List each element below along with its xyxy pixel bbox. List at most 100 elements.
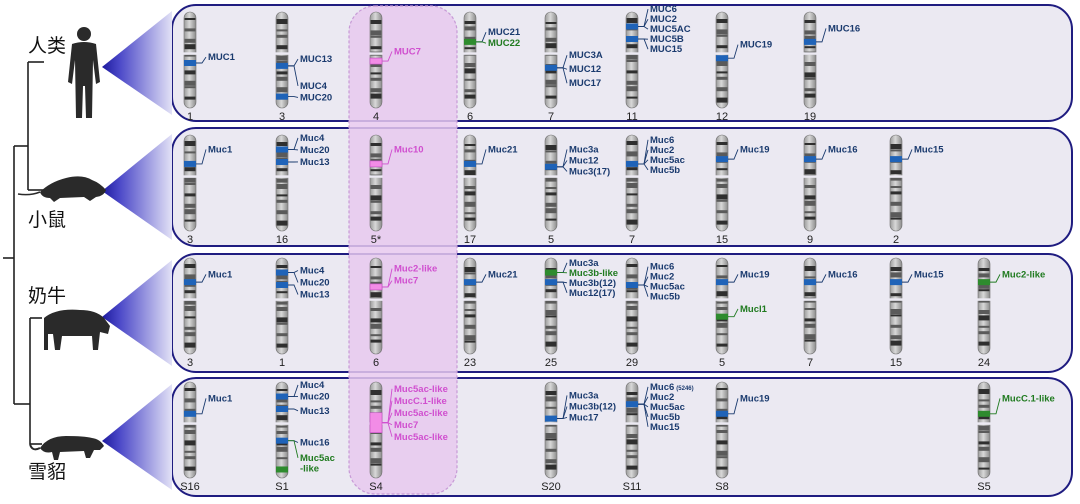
chromosome-stripe — [716, 194, 728, 200]
gene-connector — [288, 65, 299, 87]
chromosome-stripe — [184, 440, 196, 446]
chromosome-stripe — [978, 299, 990, 303]
gene-label: Muc19 — [740, 269, 770, 280]
chromosome-label: S5 — [977, 481, 990, 493]
chromosome-stripe — [370, 93, 382, 99]
chromosome-stripe — [804, 35, 816, 41]
ferret-silhouette-icon — [29, 436, 104, 460]
gene-label: Muc1 — [208, 144, 233, 155]
chromosome-stripe — [804, 20, 816, 23]
chromosome-stripe — [370, 339, 382, 343]
gene-connector — [638, 38, 649, 50]
chromosome-stripe — [626, 290, 638, 293]
chromosome-2-0: 3 Muc1 — [183, 257, 233, 369]
chromosome-stripe — [716, 29, 728, 35]
chromosome-label: 1 — [187, 111, 193, 123]
chromosome-stripe — [545, 396, 557, 402]
gene-label: Muc10 — [394, 144, 424, 155]
centromere — [625, 175, 639, 178]
chromosome-stripe — [716, 440, 728, 445]
chromosome-stripe — [184, 141, 196, 146]
gene-label: Muc20 — [300, 391, 330, 402]
chromosome-stripe — [626, 96, 638, 99]
chromosome-stripe — [276, 157, 288, 160]
chromosome-stripe — [184, 28, 196, 32]
chromosome-label: 23 — [464, 357, 476, 369]
marker-band-blue — [184, 410, 196, 417]
chromosome-stripe — [890, 186, 902, 188]
chromosome-stripe — [716, 301, 728, 304]
marker-band-blue — [276, 406, 288, 412]
chromosome-stripe — [978, 273, 990, 278]
chromosome-stripe — [545, 406, 557, 409]
chromosome-stripe — [184, 398, 196, 403]
gene-label: MUC16 — [828, 23, 860, 34]
gene-label: MUC5AC — [650, 24, 691, 35]
gene-label: MUC5B — [650, 34, 684, 45]
chromosome-stripe — [370, 200, 382, 203]
chromosome-stripe — [626, 219, 638, 225]
marker-band-blue — [626, 160, 638, 167]
gene-label: Muc1 — [208, 393, 233, 404]
gene-connector — [816, 28, 827, 43]
gene-connector — [288, 408, 299, 412]
chromosome-body — [463, 134, 477, 232]
chromosome-stripe — [545, 391, 557, 395]
chromosome-stripe — [464, 335, 476, 341]
chromosome-stripe — [184, 219, 196, 222]
chromosome-stripe — [890, 314, 902, 317]
chromosome-stripe — [626, 397, 638, 402]
chromosome-stripe — [626, 300, 638, 304]
chromosome-stripe — [626, 167, 638, 171]
chromosome-2-9: 24 Muc2-like — [977, 257, 1045, 369]
chromosome-stripe — [184, 44, 196, 50]
chromosome-stripe — [804, 276, 816, 279]
gene-label: Muc21 — [488, 144, 518, 155]
chromosome-stripe — [804, 77, 816, 80]
gene-connector — [288, 284, 299, 295]
chromosome-stripe — [276, 457, 288, 460]
chromosome-stripe — [978, 399, 990, 402]
chromosome-label: S16 — [180, 481, 200, 493]
marker-band-green — [716, 313, 728, 320]
chromosome-stripe — [804, 143, 816, 145]
centromere — [463, 298, 477, 301]
chromosome-stripe — [276, 265, 288, 268]
gene-label: Muc13 — [300, 406, 330, 417]
centromere — [715, 175, 729, 178]
chromosome-label: 7 — [548, 111, 554, 123]
gene-connector — [196, 56, 207, 64]
gene-label: Muc5ac-like — [394, 384, 448, 395]
chromosome-stripe — [626, 413, 638, 416]
chromosome-body — [625, 381, 639, 479]
chromosome-stripe — [276, 275, 288, 280]
chromosome-stripe — [184, 456, 196, 460]
chromosome-label: 7 — [629, 234, 635, 246]
gene-label: Muc6 (5246) — [650, 382, 694, 393]
chromosome-stripe — [626, 54, 638, 60]
chromosome-stripe — [716, 424, 728, 427]
chromosome-stripe — [545, 192, 557, 196]
gene-connector — [288, 272, 299, 283]
chromosome-stripe — [464, 63, 476, 67]
centromere — [369, 175, 383, 178]
chromosome-label: 19 — [804, 111, 816, 123]
chromosome-stripe — [370, 20, 382, 24]
chromosome-stripe — [184, 264, 196, 268]
chromosome-stripe — [276, 194, 288, 197]
chromosome-stripe — [545, 22, 557, 24]
centromere — [369, 298, 383, 301]
chromosome-stripe — [370, 442, 382, 446]
chromosome-stripe — [804, 292, 816, 297]
chromosome-stripe — [716, 307, 728, 310]
chromosome-1-2: 5* Muc10 — [369, 134, 424, 246]
chromosome-1-8: 2 Muc15 — [889, 134, 944, 246]
chromosome-stripe — [370, 463, 382, 466]
marker-band-pink — [369, 412, 383, 434]
gene-label: MUC2 — [650, 14, 677, 25]
